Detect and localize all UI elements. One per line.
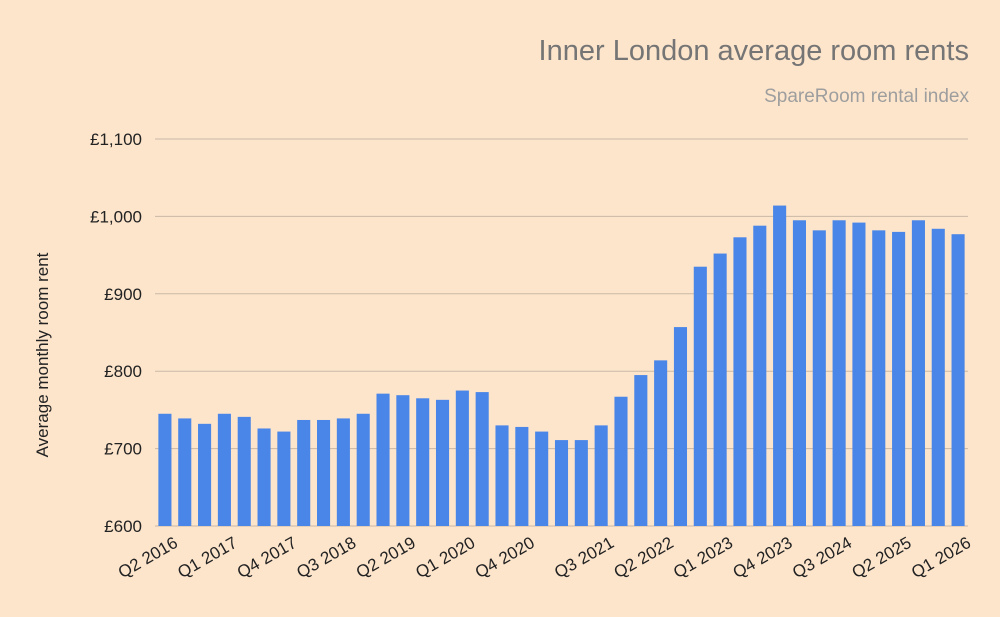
bar — [753, 225, 767, 527]
bar — [158, 413, 172, 526]
bar — [594, 425, 608, 526]
gridlines — [155, 138, 968, 527]
bar — [376, 393, 390, 526]
bar — [217, 413, 231, 526]
x-tick-label: Q2 2019 — [353, 533, 419, 582]
bar — [654, 360, 668, 526]
x-tick-label: Q3 2018 — [293, 533, 359, 582]
bar — [832, 220, 846, 526]
bar — [475, 392, 489, 526]
bar — [416, 398, 430, 526]
x-tick-label: Q4 2017 — [234, 533, 300, 582]
bar — [495, 425, 509, 526]
bar — [852, 222, 866, 527]
x-tick-label: Q3 2024 — [789, 533, 855, 582]
x-tick-label: Q4 2020 — [472, 533, 538, 582]
bar — [336, 418, 350, 526]
y-axis-label: Average monthly room rent — [33, 252, 52, 457]
bar — [911, 220, 925, 526]
y-tick-label: £1,100 — [90, 130, 142, 149]
chart-title: Inner London average room rents — [539, 35, 969, 67]
y-tick-label: £1,000 — [90, 207, 142, 226]
bar — [892, 231, 906, 526]
x-tick-label: Q2 2022 — [611, 533, 677, 582]
bar — [297, 419, 311, 526]
bar — [634, 375, 648, 526]
bar — [693, 266, 707, 526]
bar — [773, 205, 787, 526]
bar — [614, 396, 628, 526]
y-tick-label: £800 — [104, 362, 142, 381]
x-tick-label: Q1 2026 — [908, 533, 974, 582]
bar — [951, 234, 965, 526]
x-tick-label: Q2 2016 — [115, 533, 181, 582]
bar — [237, 416, 251, 526]
bar — [733, 237, 747, 526]
bar — [356, 413, 370, 526]
bar — [277, 431, 291, 526]
bar — [872, 230, 886, 526]
bar — [257, 428, 271, 526]
bar — [812, 230, 826, 526]
bar — [317, 419, 331, 526]
y-tick-label: £600 — [104, 517, 142, 536]
x-tick-label: Q3 2021 — [551, 533, 617, 582]
bar — [792, 220, 806, 526]
bar — [435, 399, 450, 526]
x-tick-label: Q1 2023 — [670, 533, 736, 582]
bar — [396, 395, 410, 526]
y-tick-label: £900 — [104, 285, 142, 304]
bar — [574, 440, 588, 526]
x-tick-label: Q1 2017 — [174, 533, 240, 582]
x-tick-label: Q4 2023 — [730, 533, 796, 582]
bar — [535, 431, 549, 526]
x-tick-label: Q2 2025 — [849, 533, 915, 582]
bar — [554, 440, 569, 526]
bar — [931, 228, 945, 526]
bar — [713, 253, 727, 526]
x-tick-label: Q1 2020 — [412, 533, 478, 582]
bar — [178, 418, 192, 526]
bar — [515, 426, 529, 526]
y-tick-label: £700 — [104, 440, 142, 459]
bars — [158, 205, 965, 527]
bar — [198, 423, 212, 526]
y-axis-ticks: £600 £700 £800 £900 £1,000 £1,100 — [90, 130, 142, 536]
bar — [455, 390, 469, 526]
chart-subtitle: SpareRoom rental index — [764, 86, 969, 107]
bar — [673, 327, 688, 526]
